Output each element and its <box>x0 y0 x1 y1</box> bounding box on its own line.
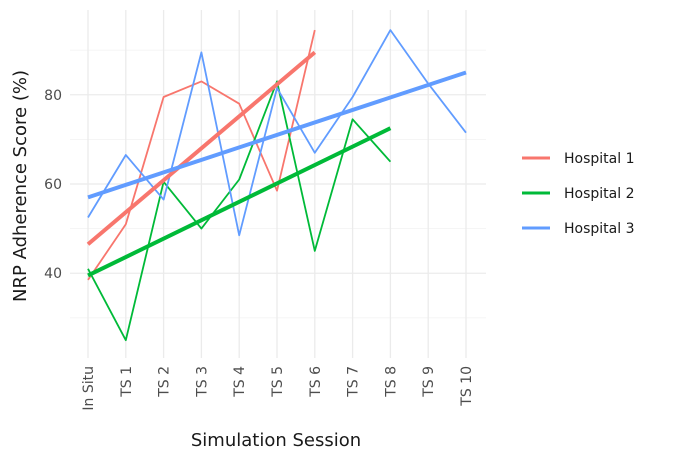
x-tick-label: In Situ <box>81 366 97 411</box>
trend-line <box>87 126 392 278</box>
x-tick-label: TS 7 <box>346 366 362 398</box>
x-tick-label: TS 9 <box>421 366 437 398</box>
series-line <box>87 29 467 237</box>
legend-label: Hospital 3 <box>564 221 634 237</box>
y-tick-label: 40 <box>44 266 62 282</box>
series-line <box>87 29 316 281</box>
y-axis-title: NRP Adherence Score (%) <box>10 70 31 302</box>
series-lines <box>87 29 467 342</box>
x-tick-label: TS 4 <box>232 366 248 398</box>
series-line <box>87 80 392 342</box>
x-axis-title: Simulation Session <box>191 430 361 451</box>
y-tick-label: 80 <box>44 88 62 104</box>
x-tick-label: TS 1 <box>119 366 135 398</box>
x-tick-label: TS 5 <box>270 366 286 398</box>
minor-gridlines <box>70 49 486 319</box>
x-tick-label: TS 6 <box>308 366 324 398</box>
x-tick-label: TS 3 <box>194 366 210 398</box>
x-tick-label: TS 10 <box>459 366 475 407</box>
legend: Hospital 1 Hospital 2 Hospital 3 <box>522 151 634 237</box>
x-tick-label: TS 2 <box>157 366 173 398</box>
x-axis-tick-labels: In Situ TS 1 TS 2 TS 3 TS 4 TS 5 TS 6 TS 7 TS 8 T… <box>81 366 475 411</box>
trend-line <box>86 50 317 246</box>
legend-label: Hospital 2 <box>564 186 634 202</box>
trend-line <box>87 70 467 200</box>
legend-label: Hospital 1 <box>564 151 634 167</box>
y-axis-tick-labels: 40 60 80 <box>44 88 62 282</box>
x-tick-label: TS 8 <box>383 366 399 398</box>
y-tick-label: 60 <box>44 177 62 193</box>
trend-lines <box>86 50 467 278</box>
